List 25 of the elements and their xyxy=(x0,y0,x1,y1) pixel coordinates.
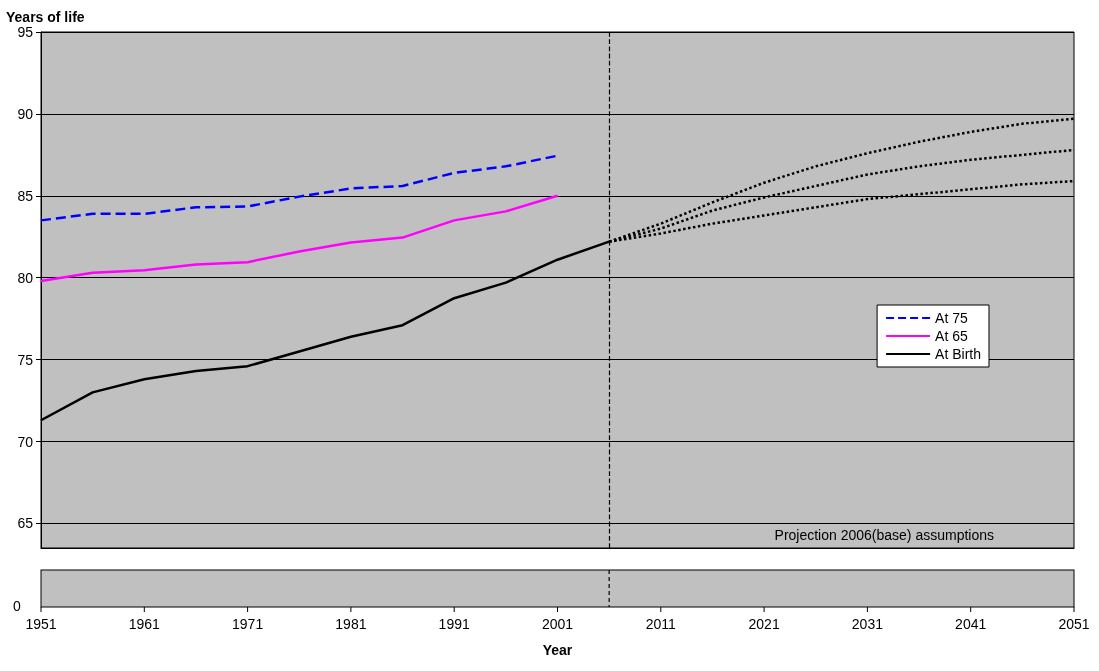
x-tick-label: 2001 xyxy=(541,616,574,632)
y-tick-label: 70 xyxy=(17,433,34,450)
x-axis-title: Year xyxy=(542,642,573,658)
x-tick-label: 1961 xyxy=(128,616,161,632)
x-tick-label: 2051 xyxy=(1058,616,1090,632)
x-tick-label: 2031 xyxy=(851,616,884,632)
x-tick-label: 2041 xyxy=(955,616,987,632)
annotation: Projection 2006(base) assumptions xyxy=(774,527,995,543)
legend-label: At Birth xyxy=(935,346,981,362)
legend-label: At 75 xyxy=(935,310,968,326)
text: 0 xyxy=(13,598,21,614)
y-tick-label: 75 xyxy=(17,351,34,368)
y-tick-label: 95 xyxy=(17,24,34,40)
y-axis-title: Years of life xyxy=(6,9,85,25)
y-tick-label: 65 xyxy=(17,515,34,532)
y-tick-label: 80 xyxy=(17,269,34,286)
y-tick-label: 85 xyxy=(17,187,34,204)
legend-label: At 65 xyxy=(935,328,968,344)
x-tick-label: 1991 xyxy=(438,616,470,632)
x-tick-label: 2021 xyxy=(748,616,780,632)
x-tick-label: 1981 xyxy=(335,616,367,632)
y-tick-label: 90 xyxy=(17,105,34,122)
x-tick-label: 1951 xyxy=(25,616,57,632)
x-tick-label: 2011 xyxy=(645,616,677,632)
x-tick-label: 1971 xyxy=(232,616,264,632)
